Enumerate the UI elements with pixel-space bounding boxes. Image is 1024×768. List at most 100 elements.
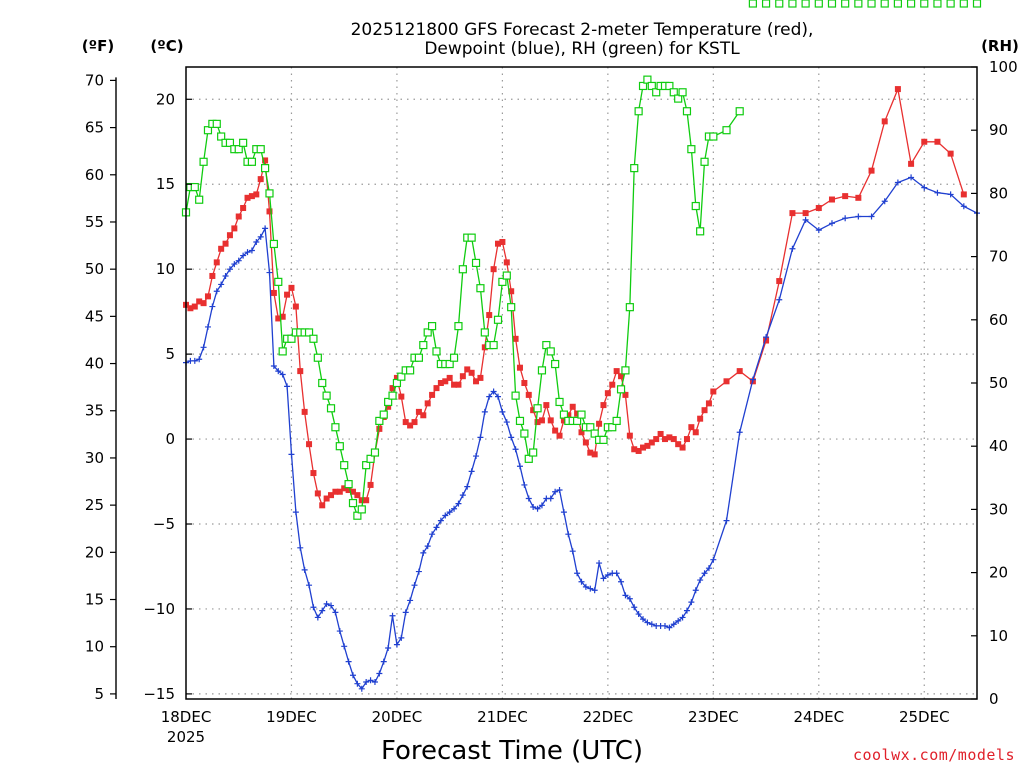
x-tick-label: 25DEC (899, 708, 950, 726)
dewpoint-point (415, 568, 422, 575)
temperature-point (670, 436, 677, 443)
dewpoint-point (279, 371, 286, 378)
dewpoint-point (196, 356, 203, 363)
dewpoint-point (842, 215, 849, 222)
temperature-point (363, 497, 370, 504)
dewpoint-point (332, 609, 339, 616)
temperature-point (297, 368, 304, 375)
temperature-point (442, 378, 449, 385)
rh-point (322, 391, 331, 400)
rh-line (185, 78, 741, 518)
rh-point (643, 75, 652, 84)
dewpoint-point (692, 587, 699, 594)
dewpoint-point (503, 419, 510, 426)
temperature-point (578, 429, 585, 436)
fahrenheit-tick-label: 5 (94, 685, 104, 703)
rh-point (801, 0, 810, 8)
rh-point (476, 284, 485, 293)
temperature-point (279, 313, 286, 320)
temperature-point (332, 488, 339, 495)
rh-point (344, 480, 353, 489)
temperature-point (437, 380, 444, 386)
rh-point (880, 0, 889, 8)
celsius-tick-label: 20 (156, 90, 175, 108)
dewpoint-point (582, 583, 589, 590)
dewpoint-point (262, 225, 269, 232)
rh-point (445, 359, 454, 369)
temperature-point (257, 176, 264, 183)
temperature-point (547, 417, 554, 424)
rh-point (691, 201, 700, 211)
temperature-point (692, 429, 699, 436)
data-series (181, 0, 982, 692)
temperature-point (490, 266, 497, 273)
dewpoint-point (481, 408, 488, 415)
dewpoint-point (354, 680, 361, 687)
rh-tick-label: 100 (989, 58, 1018, 76)
dewpoint-point (398, 634, 405, 641)
dewpoint-point (525, 495, 532, 502)
dewpoint-point (763, 334, 770, 341)
temperature-point (525, 391, 532, 398)
temperature-point (842, 193, 849, 200)
dewpoint-point (512, 446, 519, 453)
rh-point (256, 145, 265, 154)
temperature-point (631, 446, 638, 453)
celsius-tick-label: 0 (165, 430, 175, 448)
dewpoint-point (530, 504, 537, 511)
temperature-point (657, 430, 664, 437)
temperature-point (323, 495, 330, 502)
temperature-point (464, 366, 471, 373)
rh-point (366, 454, 375, 463)
temperature-point (622, 391, 629, 398)
dewpoint-point (618, 578, 625, 585)
rh-point (625, 303, 634, 312)
rh-tick-label: 90 (989, 121, 1008, 139)
dewpoint-point (464, 483, 471, 490)
dewpoint-point (323, 600, 330, 607)
temperature-point (244, 194, 251, 201)
rh-point (449, 353, 459, 362)
celsius-tick-label: −15 (143, 685, 175, 703)
dewpoint-point (257, 233, 264, 240)
rh-point (616, 385, 626, 394)
rh-point (682, 107, 692, 116)
dewpoint-point (222, 272, 229, 279)
rh-point (203, 126, 213, 135)
dewpoint-point (569, 548, 576, 555)
rh-tick-label: 10 (989, 627, 1008, 645)
temperature-point (947, 150, 954, 157)
temperature-point (736, 368, 743, 375)
rh-point (265, 189, 274, 198)
rh-point (735, 107, 744, 116)
rh-point (946, 0, 955, 8)
dewpoint-point (894, 179, 901, 186)
dewpoint-point (679, 614, 686, 621)
x-tick-year: 2025 (167, 728, 205, 746)
axes: 18DEC 19DEC 20DEC 21DEC 22DEC 23DEC 24DEC 25DEC… (85, 58, 1018, 746)
rh-point (507, 303, 516, 312)
rh-point (335, 442, 344, 451)
dewpoint-point (380, 658, 387, 665)
dewpoint-point (248, 247, 255, 254)
dewpoint-point (622, 592, 629, 599)
dewpoint-point (486, 393, 493, 400)
x-tick-label: 23DEC (688, 708, 739, 726)
temperature-point (411, 419, 418, 426)
rh-point (225, 138, 235, 147)
temperature-point (354, 492, 361, 499)
temperature-point (789, 210, 796, 217)
fahrenheit-tick-label: 60 (85, 166, 104, 184)
temperature-point (420, 412, 427, 419)
rh-point (234, 145, 243, 154)
temperature-point (336, 488, 343, 495)
rh-point (388, 391, 397, 400)
dewpoint-point (490, 388, 497, 395)
rh-point (933, 0, 942, 8)
temperature-point (508, 288, 515, 295)
temperature-point (596, 420, 603, 427)
fahrenheit-tick-label: 55 (85, 213, 104, 231)
chart-title-line-2: Dewpoint (blue), RH (green) for KSTL (424, 39, 740, 59)
temperature-point (398, 393, 405, 400)
dewpoint-point (429, 531, 436, 538)
